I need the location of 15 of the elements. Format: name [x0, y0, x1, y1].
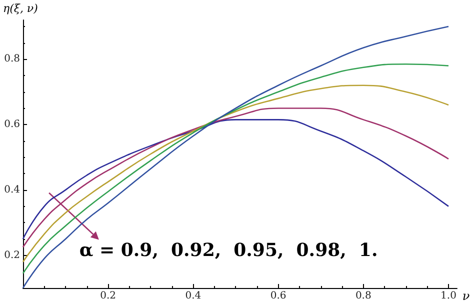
x-tick-label: 0.6	[270, 290, 286, 302]
annotation: α = 0.9, 0.92, 0.95, 0.98, 1.	[79, 240, 378, 261]
y-tick-label: 0.8	[4, 54, 20, 65]
x-tick-label: 0.2	[100, 290, 116, 302]
y-axis-title: η(ξ, ν)	[3, 2, 38, 15]
x-tick-label: 0.8	[355, 290, 372, 302]
line-series	[22, 63, 450, 274]
x-tick-label: 0.4	[185, 290, 202, 302]
x-axis-title: ν	[462, 289, 470, 303]
y-tick-label: 0.6	[4, 119, 20, 130]
y-tick-label: 0.4	[4, 184, 20, 196]
line-series	[22, 26, 450, 289]
y-tick-label: 0.2	[4, 250, 20, 261]
line-series	[22, 84, 450, 263]
x-tick-label: 1.0	[440, 290, 456, 302]
